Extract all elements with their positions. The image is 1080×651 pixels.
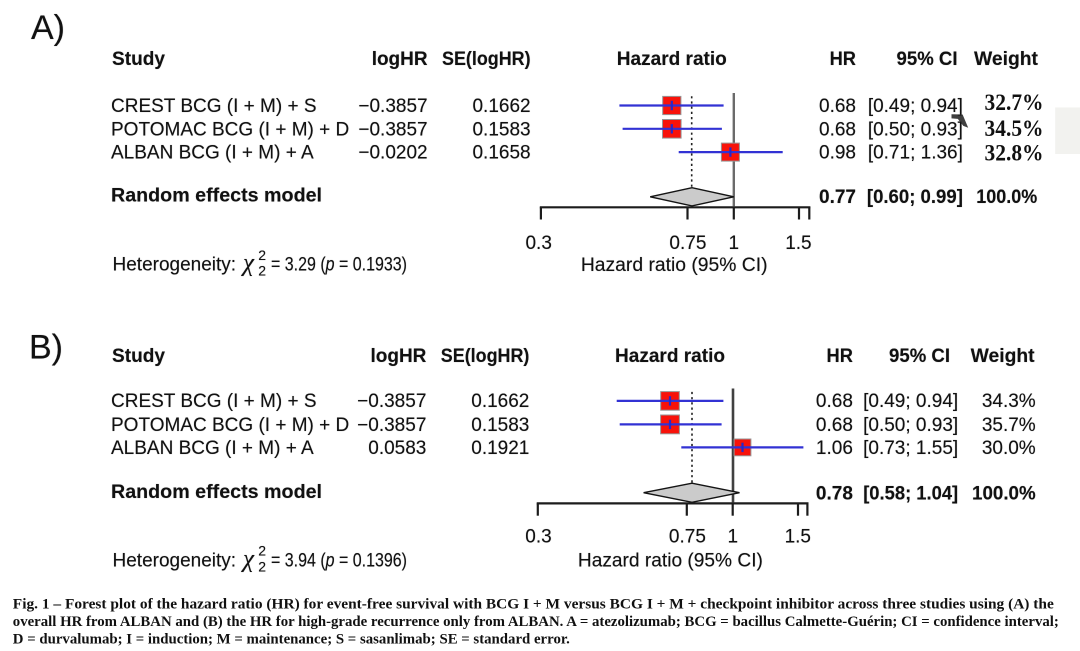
svg-text:0.3: 0.3 bbox=[525, 527, 551, 548]
svg-text:0.68: 0.68 bbox=[819, 96, 856, 117]
svg-text:−0.0202: −0.0202 bbox=[358, 143, 427, 164]
svg-text:[0.71; 1.36]: [0.71; 1.36] bbox=[868, 143, 963, 164]
svg-text:0.0583: 0.0583 bbox=[368, 438, 426, 459]
svg-text:= 3.29 (p = 0.1933): = 3.29 (p = 0.1933) bbox=[271, 255, 407, 276]
svg-text:Study: Study bbox=[112, 346, 165, 367]
svg-text:0.68: 0.68 bbox=[819, 119, 856, 140]
svg-text:χ: χ bbox=[241, 250, 255, 277]
svg-text:100.0%: 100.0% bbox=[976, 187, 1037, 208]
svg-text:30.0%: 30.0% bbox=[982, 438, 1036, 459]
svg-text:−0.3857: −0.3857 bbox=[358, 96, 427, 117]
svg-text:[0.49; 0.94]: [0.49; 0.94] bbox=[863, 391, 958, 412]
svg-text:[0.49; 0.94]: [0.49; 0.94] bbox=[868, 96, 963, 117]
svg-text:B): B) bbox=[29, 328, 63, 366]
svg-text:2: 2 bbox=[258, 543, 266, 559]
svg-text:0.68: 0.68 bbox=[816, 391, 853, 412]
svg-text:Hazard ratio: Hazard ratio bbox=[617, 49, 727, 70]
svg-text:HR: HR bbox=[827, 346, 854, 367]
svg-text:= 3.94 (p = 0.1396): = 3.94 (p = 0.1396) bbox=[271, 550, 407, 571]
svg-text:Hazard ratio (95% CI): Hazard ratio (95% CI) bbox=[581, 255, 768, 276]
svg-text:95% CI: 95% CI bbox=[889, 346, 950, 367]
svg-text:1.5: 1.5 bbox=[785, 527, 811, 548]
svg-text:0.78: 0.78 bbox=[816, 484, 853, 505]
svg-text:Random effects model: Random effects model bbox=[111, 186, 322, 207]
svg-text:32.8%: 32.8% bbox=[985, 140, 1044, 165]
svg-text:32.7%: 32.7% bbox=[985, 90, 1044, 115]
svg-text:Study: Study bbox=[112, 49, 165, 70]
svg-text:[0.60; 0.99]: [0.60; 0.99] bbox=[867, 187, 963, 208]
svg-text:2: 2 bbox=[258, 247, 266, 263]
svg-text:Heterogeneity:: Heterogeneity: bbox=[113, 550, 237, 571]
svg-text:Heterogeneity:: Heterogeneity: bbox=[113, 255, 237, 276]
svg-text:Weight: Weight bbox=[971, 346, 1036, 367]
svg-text:ALBAN BCG (I + M) + A: ALBAN BCG (I + M) + A bbox=[111, 438, 314, 459]
svg-text:χ: χ bbox=[241, 545, 255, 572]
svg-text:−0.3857: −0.3857 bbox=[357, 391, 426, 412]
svg-text:ALBAN BCG (I + M) + A: ALBAN BCG (I + M) + A bbox=[111, 143, 314, 164]
svg-text:Hazard ratio: Hazard ratio bbox=[615, 346, 725, 367]
svg-text:HR: HR bbox=[830, 49, 857, 70]
svg-text:0.1662: 0.1662 bbox=[471, 391, 529, 412]
svg-text:0.3: 0.3 bbox=[525, 233, 551, 254]
svg-text:0.77: 0.77 bbox=[819, 187, 856, 208]
svg-text:0.68: 0.68 bbox=[816, 415, 853, 436]
svg-text:1: 1 bbox=[729, 233, 740, 254]
svg-text:0.1583: 0.1583 bbox=[471, 415, 529, 436]
svg-text:POTOMAC BCG (I + M) + D: POTOMAC BCG (I + M) + D bbox=[111, 119, 349, 140]
svg-text:[0.50; 0.93]: [0.50; 0.93] bbox=[868, 119, 963, 140]
svg-text:0.75: 0.75 bbox=[669, 233, 706, 254]
svg-text:POTOMAC BCG (I + M) + D: POTOMAC BCG (I + M) + D bbox=[111, 415, 349, 436]
svg-text:SE(logHR): SE(logHR) bbox=[441, 346, 530, 367]
svg-text:Random effects model: Random effects model bbox=[111, 482, 322, 503]
svg-text:0.1662: 0.1662 bbox=[472, 96, 530, 117]
svg-text:1.5: 1.5 bbox=[785, 233, 811, 254]
svg-text:Fig. 1 – Forest plot of the ha: Fig. 1 – Forest plot of the hazard ratio… bbox=[13, 597, 1054, 613]
svg-text:logHR: logHR bbox=[372, 49, 428, 70]
svg-text:1.06: 1.06 bbox=[816, 438, 853, 459]
svg-text:35.7%: 35.7% bbox=[982, 415, 1036, 436]
svg-text:Weight: Weight bbox=[974, 49, 1039, 70]
svg-text:0.98: 0.98 bbox=[819, 143, 856, 164]
svg-text:Hazard ratio (95% CI): Hazard ratio (95% CI) bbox=[578, 550, 763, 571]
svg-text:0.75: 0.75 bbox=[669, 527, 706, 548]
svg-text:[0.73; 1.55]: [0.73; 1.55] bbox=[863, 438, 958, 459]
svg-text:CREST BCG (I + M) + S: CREST BCG (I + M) + S bbox=[111, 391, 317, 412]
svg-text:−0.3857: −0.3857 bbox=[358, 119, 427, 140]
svg-text:A): A) bbox=[31, 9, 65, 47]
svg-text:100.0%: 100.0% bbox=[972, 484, 1036, 505]
svg-text:2: 2 bbox=[258, 263, 266, 279]
svg-text:0.1583: 0.1583 bbox=[472, 119, 530, 140]
svg-text:[0.50; 0.93]: [0.50; 0.93] bbox=[863, 415, 958, 436]
svg-text:1: 1 bbox=[728, 527, 739, 548]
svg-text:D = durvalumab; I = induction;: D = durvalumab; I = induction; M = maint… bbox=[13, 631, 570, 647]
svg-text:0.1658: 0.1658 bbox=[472, 143, 530, 164]
svg-text:SE(logHR): SE(logHR) bbox=[442, 49, 531, 70]
svg-text:0.1921: 0.1921 bbox=[471, 438, 529, 459]
svg-text:95% CI: 95% CI bbox=[897, 49, 958, 70]
svg-text:2: 2 bbox=[258, 559, 266, 575]
svg-text:−0.3857: −0.3857 bbox=[357, 415, 426, 436]
svg-text:logHR: logHR bbox=[371, 346, 427, 367]
svg-text:[0.58; 1.04]: [0.58; 1.04] bbox=[863, 484, 958, 505]
svg-text:overall HR from ALBAN and (B): overall HR from ALBAN and (B) the HR for… bbox=[13, 614, 1059, 630]
svg-text:CREST BCG (I + M) + S: CREST BCG (I + M) + S bbox=[111, 96, 317, 117]
svg-text:34.3%: 34.3% bbox=[982, 391, 1036, 412]
svg-text:34.5%: 34.5% bbox=[985, 116, 1044, 141]
